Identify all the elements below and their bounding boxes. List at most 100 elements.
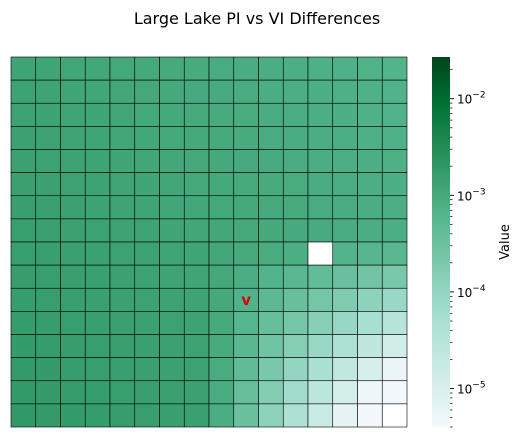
heatmap-cell: [184, 404, 209, 427]
heatmap-cell: [135, 103, 160, 126]
heatmap-cell: [358, 242, 383, 265]
heatmap-cell: [85, 150, 110, 173]
heatmap-cell: [283, 219, 308, 242]
heatmap-cell: [259, 358, 284, 381]
heatmap-cell: [85, 103, 110, 126]
heatmap-cell: [85, 196, 110, 219]
heatmap-cell: [184, 335, 209, 358]
heatmap-cell: [160, 404, 185, 427]
heatmap-cell: [36, 381, 61, 404]
heatmap-cell: [36, 150, 61, 173]
heatmap-cell: [110, 126, 135, 149]
heatmap-cell: [308, 358, 333, 381]
heatmap-cell: [259, 265, 284, 288]
heatmap-cell: [184, 103, 209, 126]
heatmap-cell: [234, 404, 259, 427]
heatmap-cell: [382, 150, 407, 173]
heatmap-cell: [259, 242, 284, 265]
heatmap-cell: [209, 196, 234, 219]
heatmap-cell: [234, 381, 259, 404]
heatmap-cell: [11, 150, 36, 173]
heatmap-cell: [259, 57, 284, 80]
heatmap-cell: [110, 335, 135, 358]
heatmap-cell: [234, 150, 259, 173]
heatmap-cell: [209, 335, 234, 358]
heatmap-cell: [36, 219, 61, 242]
heatmap-cell: [135, 404, 160, 427]
heatmap-cell: [333, 404, 358, 427]
heatmap-cell: [135, 358, 160, 381]
heatmap-cell: [61, 404, 86, 427]
heatmap-cell: [11, 381, 36, 404]
heatmap-cell: [308, 265, 333, 288]
heatmap-cell: [85, 311, 110, 334]
heatmap-cell: [283, 242, 308, 265]
heatmap-cell: [36, 173, 61, 196]
heatmap-cell: [135, 335, 160, 358]
heatmap-cell: [85, 358, 110, 381]
heatmap-cell: [209, 126, 234, 149]
heatmap-cell: [382, 219, 407, 242]
heatmap-cell: [160, 358, 185, 381]
heatmap-cell: [184, 219, 209, 242]
heatmap-cell: [209, 103, 234, 126]
heatmap-cell: [382, 288, 407, 311]
heatmap-cell: [333, 80, 358, 103]
heatmap-cell: [333, 57, 358, 80]
colorbar-tick-label: 10−2: [457, 91, 486, 107]
heatmap-cell: [234, 242, 259, 265]
heatmap-cell: [259, 219, 284, 242]
heatmap-cell: [333, 335, 358, 358]
heatmap-cell: [358, 358, 383, 381]
heatmap-cell: [11, 196, 36, 219]
heatmap-cell: [184, 196, 209, 219]
heatmap-cell: [333, 150, 358, 173]
heatmap-cell: [358, 196, 383, 219]
heatmap-cell: [234, 173, 259, 196]
heatmap-cell: [234, 219, 259, 242]
heatmap-cell: [110, 265, 135, 288]
heatmap-cell: [209, 219, 234, 242]
heatmap-cell: [85, 173, 110, 196]
heatmap-cell: [358, 265, 383, 288]
heatmap-cell: [184, 242, 209, 265]
heatmap-cell: [110, 288, 135, 311]
heatmap-cell: [184, 57, 209, 80]
heatmap-cell: [333, 265, 358, 288]
heatmap-cell: [382, 242, 407, 265]
heatmap-cell: [358, 335, 383, 358]
colorbar-label: Value: [498, 224, 513, 260]
heatmap-cell: [259, 288, 284, 311]
heatmap-cell: [358, 126, 383, 149]
heatmap-cell: [209, 288, 234, 311]
heatmap-cell: [382, 57, 407, 80]
heatmap-cell: [259, 404, 284, 427]
heatmap-cell: [308, 288, 333, 311]
heatmap-cell: [36, 57, 61, 80]
heatmap-cell: [358, 80, 383, 103]
heatmap-cell: [283, 311, 308, 334]
heatmap-cell: [308, 57, 333, 80]
heatmap-cell: [358, 404, 383, 427]
heatmap-cell: [234, 57, 259, 80]
colorbar-gradient: [432, 57, 450, 427]
heatmap-cell: [308, 173, 333, 196]
heatmap-cell: [333, 288, 358, 311]
heatmap-cell: [382, 265, 407, 288]
heatmap-cell: [36, 288, 61, 311]
heatmap-cell: [61, 242, 86, 265]
heatmap-cell: [184, 150, 209, 173]
heatmap-cell: [209, 265, 234, 288]
heatmap-cell: [283, 173, 308, 196]
heatmap-cell: [110, 80, 135, 103]
heatmap-cell: [85, 242, 110, 265]
heatmap-cell: [135, 126, 160, 149]
heatmap-cell: [358, 311, 383, 334]
heatmap-cell: [61, 150, 86, 173]
heatmap-cell: [85, 335, 110, 358]
heatmap-cell: [11, 103, 36, 126]
heatmap-cell: [184, 126, 209, 149]
heatmap-cell: [358, 381, 383, 404]
heatmap-cell: [234, 103, 259, 126]
